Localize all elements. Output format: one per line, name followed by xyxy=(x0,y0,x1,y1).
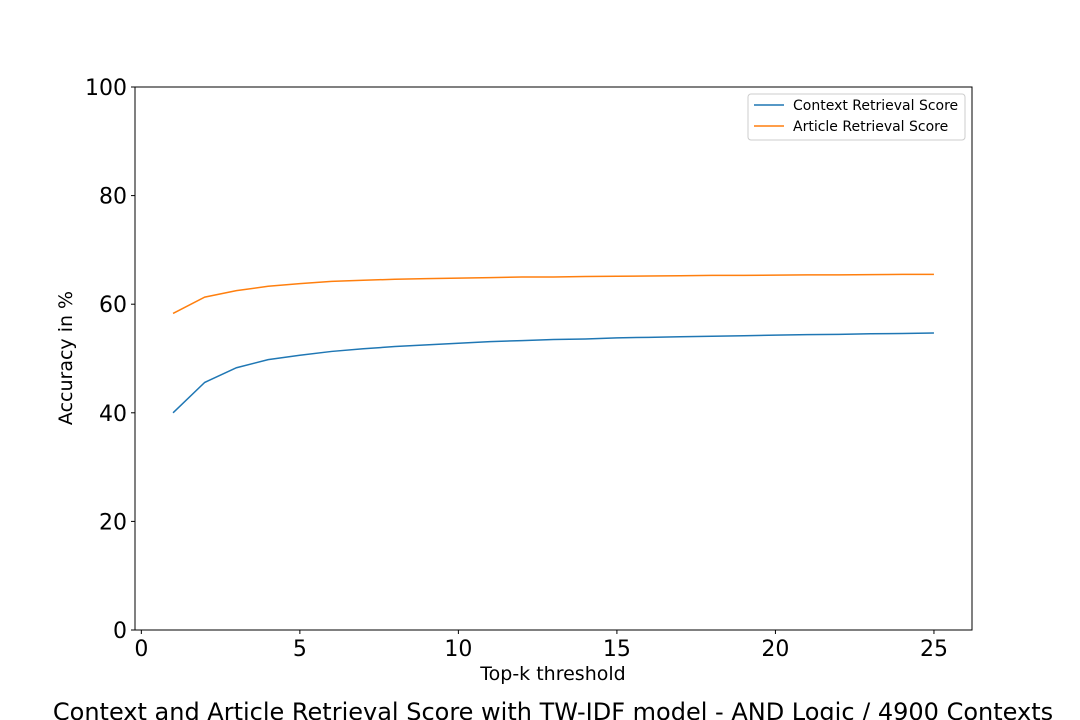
x-tick-label: 0 xyxy=(134,637,148,662)
y-axis-title: Accuracy in % xyxy=(55,291,77,425)
x-axis-title: Top-k threshold xyxy=(479,663,625,685)
series-line-article xyxy=(172,273,934,315)
series-line-context xyxy=(172,332,934,414)
x-tick-label: 20 xyxy=(761,637,789,662)
y-tick-label: 0 xyxy=(113,619,127,644)
x-tick-label: 15 xyxy=(603,637,631,662)
chart-title: Context and Article Retrieval Score with… xyxy=(53,698,1053,720)
y-tick-label: 80 xyxy=(99,185,127,210)
x-tick-label: 5 xyxy=(293,637,307,662)
legend-label: Context Retrieval Score xyxy=(793,98,958,114)
x-tick-label: 10 xyxy=(444,637,472,662)
axes-layer: 0 5 10 15 20 25 0 20 40 60 80 100 xyxy=(85,76,948,662)
series-layer xyxy=(172,273,934,414)
legend-box xyxy=(747,93,966,141)
legend-label: Article Retrieval Score xyxy=(793,119,948,135)
y-tick-label: 60 xyxy=(99,293,127,318)
y-tick-label: 40 xyxy=(99,402,127,427)
y-tick-label: 100 xyxy=(85,76,127,101)
plot-frame xyxy=(134,86,973,631)
y-tick-label: 20 xyxy=(99,510,127,535)
plot-area xyxy=(134,86,973,631)
x-tick-label: 25 xyxy=(920,637,948,662)
legend: Context Retrieval Score Article Retrieval… xyxy=(747,93,966,141)
